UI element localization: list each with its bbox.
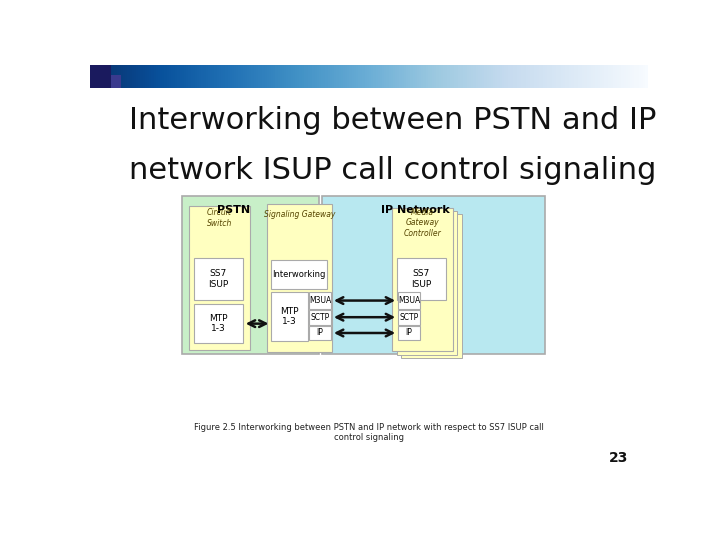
Text: Figure 2.5 Interworking between PSTN and IP network with respect to SS7 ISUP cal: Figure 2.5 Interworking between PSTN and… (194, 423, 544, 442)
Bar (401, 214, 462, 358)
Bar (271, 260, 327, 288)
Bar (90, 65, 111, 87)
Text: Signaling Gateway: Signaling Gateway (264, 211, 336, 219)
Text: 23: 23 (609, 451, 629, 465)
Bar (397, 211, 457, 355)
Bar (309, 310, 331, 325)
Text: MTP
1-3: MTP 1-3 (280, 307, 299, 327)
Bar (194, 304, 243, 343)
Bar (271, 292, 307, 341)
Text: Interworking between PSTN and IP: Interworking between PSTN and IP (129, 106, 657, 136)
Text: SCTP: SCTP (400, 313, 419, 322)
Text: SS7
ISUP: SS7 ISUP (411, 269, 431, 289)
Bar (194, 258, 243, 300)
Text: PSTN: PSTN (217, 205, 251, 215)
Bar (397, 258, 446, 300)
Bar (111, 75, 121, 87)
Bar (309, 326, 331, 340)
Bar (189, 206, 250, 349)
Text: MTP
1-3: MTP 1-3 (209, 314, 228, 333)
Text: network ISUP call control signaling: network ISUP call control signaling (129, 156, 657, 185)
Bar (398, 310, 420, 325)
Text: Media
Gateway
Controller: Media Gateway Controller (404, 208, 441, 238)
Text: Interworking: Interworking (273, 270, 326, 279)
Bar (398, 326, 420, 340)
Bar (392, 208, 453, 352)
Bar (322, 196, 545, 354)
Text: IP: IP (317, 328, 323, 338)
Bar (309, 292, 331, 309)
Text: M3UA: M3UA (398, 296, 420, 305)
Text: M3UA: M3UA (309, 296, 331, 305)
Text: SCTP: SCTP (310, 313, 330, 322)
Text: Circuit
Switch: Circuit Switch (207, 208, 232, 227)
Bar (267, 204, 332, 352)
Bar (398, 292, 420, 309)
Text: IP Network: IP Network (381, 205, 450, 215)
Text: IP: IP (406, 328, 413, 338)
Bar (182, 196, 319, 354)
Text: SS7
ISUP: SS7 ISUP (208, 269, 228, 289)
